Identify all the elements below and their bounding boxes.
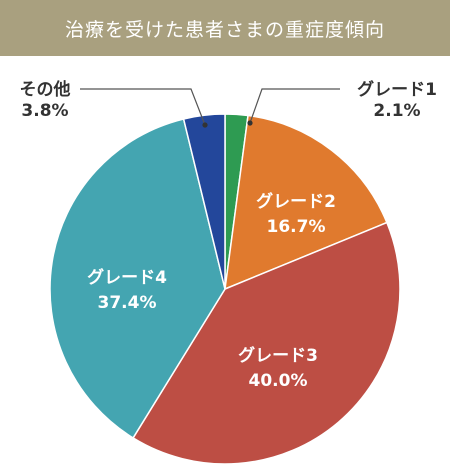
pie-slice-1-value-label: 2.1% [373,101,420,121]
pie-slice-5-callout-line [80,88,206,126]
pie-callouts [80,88,340,128]
pie-slice-4-name-label: グレード4 [87,267,167,288]
pie-slice-5 [182,113,226,290]
chart-title: 治療を受けた患者さまの重症度傾向 [64,18,385,41]
pie-slice-3 [132,221,401,465]
pie-slice-4-value-label: 37.4% [98,293,157,313]
pie-slices [49,113,401,465]
pie-slice-1-name-label: グレード1 [357,79,437,100]
pie-slice-2-name-label: グレード2 [256,191,336,212]
pie-slice-5-name-label: その他 [20,79,71,100]
pie-slice-5-value-label: 3.8% [21,101,68,121]
pie-slice-5-callout-dot [202,122,208,128]
pie-slice-1-callout-line [249,88,340,124]
pie-slice-3-value-label: 40.0% [249,371,308,391]
chart-title-bar: 治療を受けた患者さまの重症度傾向 [0,0,450,56]
pie-slice-4 [49,118,226,439]
pie-slice-2 [224,114,388,291]
pie-slice-3-name-label: グレード3 [238,345,318,366]
pie-slice-1-callout-dot [247,120,253,126]
pie-slice-2-value-label: 16.7% [267,217,326,237]
